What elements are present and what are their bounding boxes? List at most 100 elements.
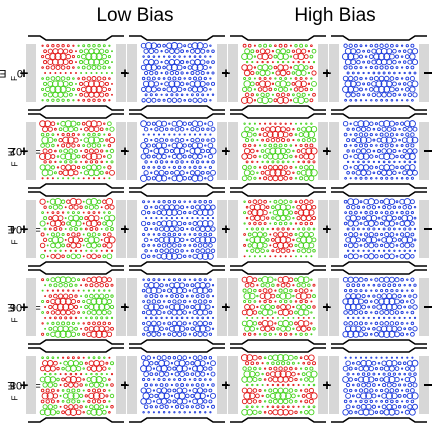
lattice-site xyxy=(56,356,60,359)
lattice-site xyxy=(47,48,53,54)
lattice-site xyxy=(294,210,298,215)
lattice-site xyxy=(209,278,212,281)
lattice-site xyxy=(108,367,111,370)
lattice-site xyxy=(292,383,295,387)
lattice-site xyxy=(73,137,79,143)
lattice-site xyxy=(179,137,185,143)
lattice-site xyxy=(288,409,294,415)
lattice-site xyxy=(166,86,173,93)
lattice-site xyxy=(342,75,349,82)
lattice-site xyxy=(282,53,289,60)
lattice-site xyxy=(157,411,161,414)
lattice-site xyxy=(347,297,355,306)
lattice-site xyxy=(188,311,192,314)
lattice-site xyxy=(352,160,355,164)
lattice-site xyxy=(186,316,189,320)
lattice-site xyxy=(75,198,82,205)
lattice-site xyxy=(294,200,298,203)
lattice-site xyxy=(152,356,156,359)
lattice-site xyxy=(110,160,114,164)
lattice-site xyxy=(39,164,46,171)
lattice-site xyxy=(177,299,182,304)
lattice-site xyxy=(407,92,413,97)
lattice-site xyxy=(198,76,203,81)
lattice-site xyxy=(97,356,101,360)
lattice-site xyxy=(155,217,158,220)
lattice-site xyxy=(258,133,262,136)
lattice-site xyxy=(264,80,271,88)
lattice-site xyxy=(208,388,213,393)
lattice-site xyxy=(405,210,410,215)
lattice-site xyxy=(169,48,175,54)
lattice-site xyxy=(152,166,156,169)
lattice-site xyxy=(44,284,47,287)
lattice-site xyxy=(286,227,290,231)
lattice-site xyxy=(92,211,96,215)
lattice-site xyxy=(193,243,197,248)
lattice-site xyxy=(289,132,293,137)
lattice-site xyxy=(292,206,295,209)
lattice-site xyxy=(60,164,66,170)
lattice-site xyxy=(93,359,100,367)
lattice-site xyxy=(201,316,204,320)
lattice-site xyxy=(383,220,390,227)
lattice-site xyxy=(173,411,176,414)
device-bottom-edge xyxy=(28,261,124,267)
lattice-site xyxy=(97,133,101,137)
lattice-site xyxy=(276,92,280,97)
lattice-site xyxy=(91,232,97,237)
lattice-site xyxy=(269,77,272,80)
lattice-site xyxy=(244,325,251,332)
lattice-site xyxy=(41,332,45,336)
lattice-site xyxy=(289,232,293,237)
lattice-site xyxy=(289,366,293,371)
lattice-site xyxy=(289,200,293,204)
lattice-site xyxy=(409,365,416,372)
lattice-site xyxy=(90,376,98,383)
lattice-site xyxy=(258,410,262,414)
lattice-site xyxy=(260,149,265,153)
lattice-site xyxy=(159,126,165,132)
lattice-site xyxy=(61,321,66,326)
lattice-site xyxy=(276,383,280,387)
lattice-site xyxy=(359,66,363,69)
lattice-site xyxy=(62,126,69,133)
plus-terminal-label: + xyxy=(323,377,332,394)
lattice-site xyxy=(206,71,210,75)
lattice-site xyxy=(41,211,44,214)
lattice-site xyxy=(355,303,362,311)
lattice-site xyxy=(101,309,108,316)
lattice-site xyxy=(395,66,399,69)
lattice-site xyxy=(406,214,414,222)
lattice-site xyxy=(257,64,263,71)
lattice-site xyxy=(302,361,306,365)
lattice-site xyxy=(274,333,277,336)
lattice-site xyxy=(178,200,182,204)
lattice-site xyxy=(46,322,49,325)
lattice-site xyxy=(296,248,301,253)
lattice-site xyxy=(382,372,386,376)
lattice-site xyxy=(162,77,166,80)
lattice-site xyxy=(395,44,399,48)
lattice-site xyxy=(247,165,252,170)
lattice-site xyxy=(61,44,65,48)
lattice-site xyxy=(371,92,377,97)
lattice-site xyxy=(377,383,381,387)
lattice-site xyxy=(356,383,361,387)
lattice-site xyxy=(172,399,177,404)
lattice-site xyxy=(271,283,275,287)
lattice-site xyxy=(61,389,65,392)
lattice-site xyxy=(58,170,63,175)
lattice-site xyxy=(345,360,351,366)
lattice-site xyxy=(99,170,104,175)
lattice-site xyxy=(357,227,360,231)
lattice-site xyxy=(364,44,368,47)
lattice-site xyxy=(157,55,161,58)
lattice-site xyxy=(259,69,266,77)
lattice-site xyxy=(361,304,366,310)
lattice-site xyxy=(258,367,262,370)
lattice-site xyxy=(49,365,56,372)
lattice-site xyxy=(172,356,177,360)
lattice-site xyxy=(201,93,205,97)
lattice-site xyxy=(283,288,289,294)
